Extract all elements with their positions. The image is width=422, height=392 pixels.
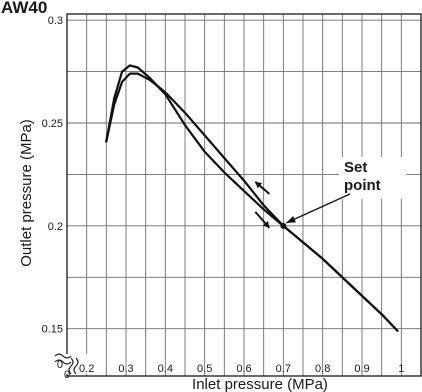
- data-point: [105, 141, 107, 142]
- origin-label-x: 0: [64, 369, 70, 381]
- data-point: [149, 79, 151, 81]
- x-tick-label: 0.3: [118, 363, 133, 375]
- x-tick-label: 0.4: [158, 363, 173, 375]
- up-arrow-head: [255, 181, 263, 189]
- data-point: [121, 71, 123, 72]
- data-point: [164, 91, 166, 93]
- y-tick-labels: 0.15 0.2 0.25 0.3: [42, 15, 63, 336]
- set-point-marker: [280, 222, 287, 229]
- set-point-leader-head: [286, 215, 296, 223]
- data-point: [263, 204, 265, 206]
- set-point-leader: [286, 193, 351, 224]
- chart-heading: AW40: [1, 0, 47, 17]
- data-point: [137, 73, 139, 75]
- data-point: [243, 180, 245, 182]
- data-point: [149, 77, 151, 79]
- set-point-label-line1: Set: [344, 159, 367, 176]
- y-tick-label: 0.3: [48, 15, 63, 27]
- origin-label-y: 0: [57, 359, 63, 371]
- y-tick-label: 0.2: [48, 221, 63, 233]
- series-line-2: [105, 72, 399, 332]
- set-point-arrow: [280, 193, 351, 229]
- x-axis-label: Inlet pressure (MPa): [192, 376, 328, 392]
- data-point: [204, 151, 206, 153]
- data-point: [322, 258, 324, 260]
- plot-frame: [66, 13, 422, 377]
- data-point: [113, 97, 115, 99]
- x-tick-label: 0.5: [197, 363, 212, 375]
- set-point-label-line2: point: [344, 177, 381, 194]
- series-layer: [105, 64, 399, 332]
- direction-arrows: [254, 181, 271, 229]
- y-axis-break: [54, 353, 72, 359]
- data-point: [184, 124, 186, 126]
- x-axis-break: [73, 357, 79, 375]
- down-arrow-head: [262, 221, 270, 228]
- data-point: [129, 73, 131, 75]
- x-tick-label: 0.9: [354, 363, 369, 375]
- x-tick-label: 0.7: [276, 363, 291, 375]
- data-point: [361, 295, 363, 297]
- data-point: [302, 241, 304, 243]
- data-point: [223, 157, 225, 159]
- y-axis-break: [54, 359, 72, 365]
- data-point: [113, 104, 115, 105]
- data-point: [184, 112, 186, 114]
- y-tick-label: 0.25: [42, 118, 63, 130]
- x-axis-break: [68, 357, 74, 375]
- data-point: [137, 67, 139, 68]
- axis-break-mark: [54, 353, 89, 375]
- set-point-label-background: [339, 157, 407, 199]
- data-point: [121, 81, 123, 83]
- data-point: [223, 171, 225, 173]
- data-point: [397, 330, 398, 332]
- data-point: [129, 65, 131, 66]
- data-point: [381, 313, 383, 315]
- y-axis-label: Outlet pressure (MPa): [18, 119, 35, 267]
- x-tick-label: 0.2: [79, 363, 94, 375]
- x-tick-label: 0.6: [236, 363, 251, 375]
- data-point: [341, 276, 343, 278]
- y-tick-label: 0.15: [42, 324, 63, 336]
- data-point: [204, 134, 206, 136]
- x-tick-labels: 0.2 0.3 0.4 0.5 0.6 0.7 0.8 0.9 1: [79, 363, 404, 375]
- data-point: [263, 208, 265, 210]
- x-tick-label: 0.8: [315, 363, 330, 375]
- data-point: [243, 190, 245, 192]
- x-tick-label: 1: [398, 363, 404, 375]
